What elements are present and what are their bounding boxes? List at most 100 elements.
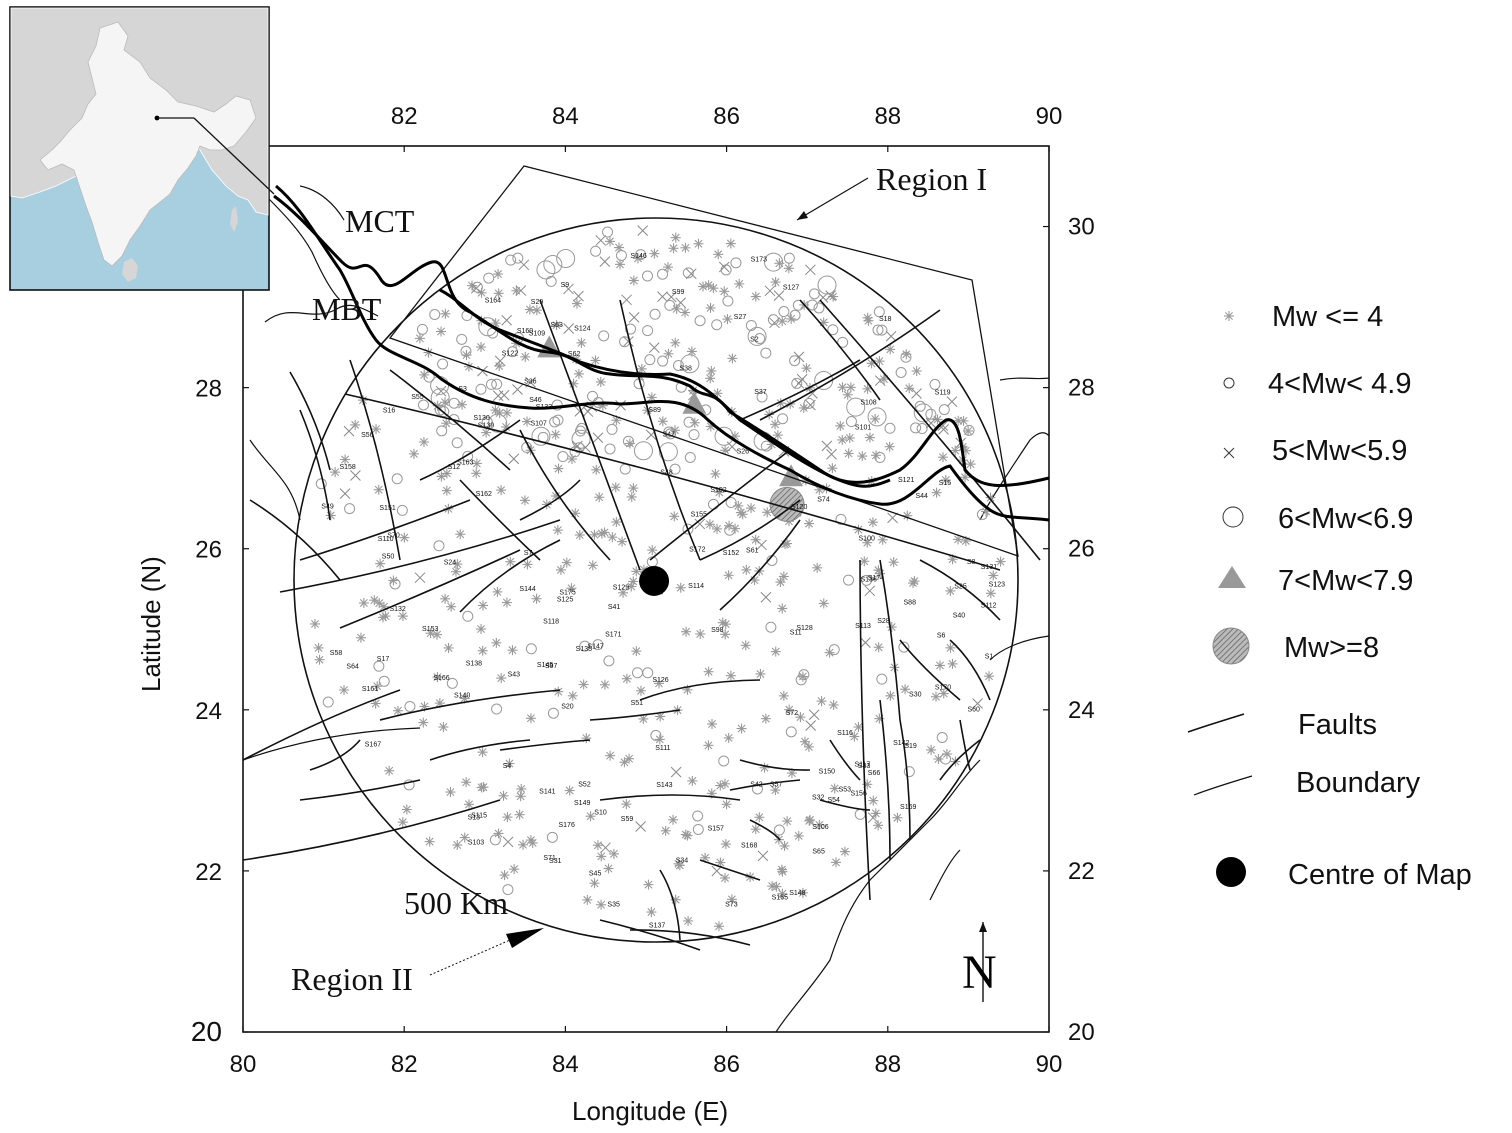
event-mw-4-49 (929, 378, 941, 390)
event-mw-5-59 (864, 585, 876, 597)
source-zone-label: S109 (529, 331, 545, 338)
event-mw-le-4 (602, 862, 615, 875)
event-mw-5-59 (793, 351, 805, 363)
event-mw-le-4 (439, 396, 451, 408)
legend-label-mw-ge-8: Mw>=8 (1284, 632, 1379, 664)
event-mw-le-4 (826, 462, 838, 474)
event-mw-4-49 (692, 823, 704, 835)
event-mw-le-4 (985, 587, 997, 599)
event-mw-le-4 (313, 642, 325, 654)
event-mw-le-4 (704, 372, 716, 384)
event-mw-le-4 (925, 744, 937, 756)
event-mw-6-69 (763, 252, 783, 272)
source-zone-label: S143 (656, 782, 672, 789)
event-mw-4-49 (603, 655, 615, 667)
event-mw-4-49 (835, 513, 847, 525)
source-zone-label: S54 (827, 797, 840, 804)
event-mw-6-69 (531, 426, 551, 446)
event-mw-le-4 (648, 248, 660, 260)
radius-label: 500 Km (404, 885, 508, 921)
source-zone-label: S60 (967, 706, 980, 713)
event-mw-4-49 (754, 333, 766, 345)
event-mw-5-59 (769, 317, 780, 329)
source-zone-label: S126 (652, 677, 668, 684)
source-zone-label: S40 (953, 612, 966, 619)
source-zone-label: S15 (939, 480, 952, 487)
source-zone-label: S98 (711, 627, 724, 634)
event-mw-le-4 (669, 337, 681, 349)
event-mw-le-4 (445, 601, 457, 613)
event-mw-5-59 (508, 453, 520, 465)
event-mw-le-4 (862, 312, 874, 324)
event-mw-4-49 (900, 351, 912, 363)
source-zone-label: S25 (954, 584, 967, 591)
source-zone-label: S52 (578, 781, 591, 788)
event-mw-6-69 (867, 407, 887, 427)
event-mw-4-49 (389, 578, 401, 590)
event-mw-le-4 (573, 368, 585, 380)
event-mw-4-49 (842, 574, 854, 586)
event-mw-4-49 (751, 783, 763, 795)
event-mw-le-4 (776, 866, 788, 878)
event-mw-6-69 (488, 413, 508, 433)
source-zone-label: S10 (594, 809, 607, 816)
event-mw-le-4 (454, 528, 466, 540)
source-zone-label: S151 (379, 505, 395, 512)
source-zone-label: S71 (543, 855, 556, 862)
source-zone-label: S49 (321, 503, 334, 510)
event-mw-4-49 (642, 325, 654, 337)
boundary-line (775, 759, 981, 1033)
source-zone-label: S144 (519, 586, 535, 593)
event-mw-6-69 (817, 275, 837, 295)
source-zone-label: S131 (981, 564, 997, 571)
event-mw-le-4 (377, 611, 389, 623)
event-mw-le-4 (867, 516, 879, 528)
event-mw-4-49 (429, 308, 441, 320)
event-mw-4-49 (876, 324, 888, 336)
source-zone-label: S45 (589, 870, 602, 877)
event-mw-le-4 (610, 516, 622, 528)
source-zone-label: S57 (770, 781, 783, 788)
event-mw-le-4 (720, 838, 732, 850)
event-mw-le-4 (552, 524, 564, 536)
event-mw-5-59 (563, 283, 574, 295)
source-zone-label: S50 (382, 554, 395, 561)
event-mw-4-49 (378, 675, 390, 687)
source-zone-label: S8 (967, 559, 976, 566)
event-mw-4-49 (551, 399, 563, 411)
event-mw-le-4 (636, 363, 648, 375)
event-mw-4-49 (606, 423, 618, 435)
event-mw-4-49 (683, 416, 695, 428)
event-mw-4-49 (722, 295, 734, 307)
event-mw-le-4 (776, 315, 788, 327)
event-mw-7-79 (682, 391, 707, 414)
fault-line (389, 369, 511, 471)
x-top-tick-label: 86 (713, 103, 740, 130)
event-mw-le-4 (589, 354, 601, 366)
source-zone-label: S149 (574, 800, 590, 807)
event-mw-le-4 (358, 597, 370, 609)
event-mw-le-4 (781, 815, 793, 827)
north-arrow-head (979, 922, 987, 932)
event-mw-le-4 (760, 713, 772, 725)
fault-line (729, 779, 801, 791)
event-mw-le-4 (635, 685, 647, 697)
event-mw-le-4 (530, 593, 543, 605)
event-mw-le-4 (774, 576, 786, 588)
boundary-line (999, 377, 1050, 381)
event-mw-le-4 (620, 798, 632, 810)
fault-line (242, 799, 501, 861)
source-zone-label: S155 (691, 511, 707, 518)
inset-india-map (9, 6, 275, 291)
event-mw-le-4 (709, 468, 721, 480)
event-mw-4-49 (602, 226, 614, 238)
event-mw-4-49 (876, 673, 888, 685)
event-mw-4-49 (525, 643, 537, 655)
event-mw-le-4 (891, 812, 903, 824)
event-mw-5-59 (946, 396, 958, 407)
source-zone-label: S142 (893, 740, 909, 747)
event-mw-le-4 (657, 415, 669, 427)
event-mw-le-4 (628, 274, 640, 287)
boundary-line (265, 195, 341, 301)
event-mw-4-49 (391, 473, 403, 485)
